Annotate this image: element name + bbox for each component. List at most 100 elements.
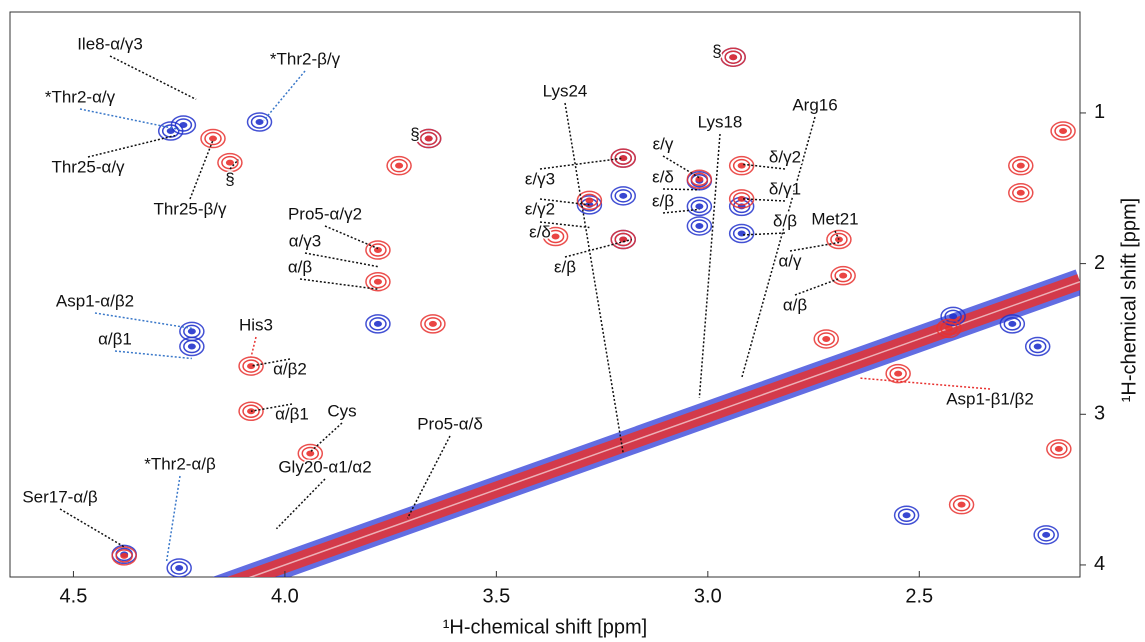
- peak-ring: [546, 229, 565, 244]
- peak-core: [395, 162, 404, 169]
- peak-core: [225, 159, 234, 166]
- annotation: α/γ: [778, 251, 802, 270]
- peak-ring: [242, 359, 260, 373]
- peak-core: [1008, 320, 1017, 327]
- cross-peak: [576, 190, 603, 211]
- peak-core: [1059, 128, 1068, 135]
- peak-ring: [1003, 317, 1022, 331]
- cross-peak: [610, 186, 636, 206]
- peak-core: [255, 118, 264, 125]
- peak-ring: [614, 151, 632, 165]
- cross-peak: [200, 128, 226, 149]
- annotations: Ile8-α/γ3 *Thr2-α/γ *Thr2-β/γ Thr25-α/γ Thr2…: [21, 33, 1035, 563]
- peak-ring: [817, 332, 835, 346]
- annotation: α/β: [288, 257, 313, 276]
- leader-line: [324, 225, 379, 250]
- cross-peak: [686, 196, 713, 217]
- peak-ring: [1012, 158, 1030, 173]
- annotation: Lys18: [698, 112, 743, 131]
- cross-peak: [415, 128, 442, 149]
- annotation: Asp1-β1/β2: [946, 389, 1034, 408]
- peak-core: [175, 564, 184, 571]
- peak-core: [729, 54, 738, 61]
- peak-ring: [732, 192, 751, 206]
- peak-core: [306, 450, 315, 457]
- annotation: Ser17-α/β: [22, 487, 98, 506]
- peak-core: [120, 552, 129, 559]
- annotation: *Thr2-β/γ: [270, 49, 341, 68]
- leader-line: [275, 478, 326, 530]
- cross-peak: [1033, 525, 1059, 545]
- cross-peak: [728, 189, 755, 209]
- leader-line: [740, 116, 816, 379]
- cross-peak: [386, 155, 412, 176]
- peak-ring: [889, 366, 907, 381]
- peak-ring: [1037, 528, 1055, 542]
- peak-core: [894, 370, 903, 377]
- cross-peak: [297, 443, 324, 464]
- y-tick-label: 2: [1094, 252, 1105, 274]
- cross-peak: [157, 121, 184, 141]
- cross-peak: [813, 329, 839, 349]
- x-axis-label: ¹H-chemical shift [ppm]: [443, 616, 648, 638]
- leader-line: [698, 133, 721, 398]
- y-tick-label: 4: [1094, 553, 1105, 575]
- leader-line: [94, 312, 192, 330]
- cross-peak: [111, 546, 137, 566]
- peak-ring: [1054, 124, 1072, 138]
- cross-peak: [1008, 183, 1034, 203]
- annotation: α/β1: [275, 404, 309, 423]
- peak-ring: [580, 193, 599, 208]
- annotation: *Thr2-α/γ: [45, 87, 116, 106]
- cross-peak: [893, 505, 920, 525]
- annotation: ε/δ: [529, 222, 551, 241]
- peak-core: [424, 135, 433, 142]
- x-tick-label: 3.5: [482, 585, 510, 607]
- annotation: ε/γ3: [525, 169, 555, 188]
- peak-ring: [369, 243, 387, 257]
- peak-core: [822, 335, 831, 342]
- annotation: §: [225, 169, 234, 188]
- leader-line: [263, 70, 306, 121]
- peak-ring: [115, 549, 133, 563]
- peak-core: [187, 328, 196, 335]
- peak-ring: [724, 50, 742, 64]
- annotation: Lys24: [543, 81, 588, 100]
- leader-line: [539, 157, 624, 170]
- annotation: §: [712, 41, 721, 60]
- peak-core: [1054, 445, 1063, 452]
- annotation: §: [410, 124, 419, 143]
- annotation: His3: [239, 315, 273, 334]
- cross-peak: [217, 152, 243, 173]
- annotation: δ/γ1: [769, 179, 801, 198]
- y-tick-label: 3: [1094, 403, 1105, 425]
- cross-peak: [179, 336, 205, 357]
- peak-core: [247, 363, 256, 370]
- cross-peak: [936, 318, 962, 339]
- leader-line: [79, 108, 180, 131]
- peak-ring: [424, 317, 442, 331]
- cross-peak: [830, 265, 856, 286]
- peak-core: [957, 501, 966, 508]
- cross-peak: [238, 401, 264, 422]
- leader-line: [109, 55, 197, 101]
- y-tick-label: 1: [1094, 101, 1105, 123]
- cross-peak: [1008, 155, 1034, 176]
- annotation: δ/β: [773, 211, 797, 230]
- leader-line: [564, 102, 624, 454]
- peak-core: [902, 512, 911, 519]
- peak-core: [737, 162, 746, 169]
- peak-ring: [369, 274, 387, 289]
- annotation: α/γ3: [289, 231, 322, 250]
- leader-line: [299, 278, 379, 290]
- leader-line: [741, 163, 786, 170]
- leader-line: [662, 155, 700, 179]
- annotation: Met21: [811, 209, 858, 228]
- peak-ring: [732, 158, 751, 173]
- leader-line: [304, 252, 379, 268]
- annotation: ε/β: [554, 257, 576, 276]
- annotation: ε/γ: [653, 134, 674, 153]
- peak-core: [1016, 189, 1025, 196]
- peak-ring: [1028, 339, 1047, 354]
